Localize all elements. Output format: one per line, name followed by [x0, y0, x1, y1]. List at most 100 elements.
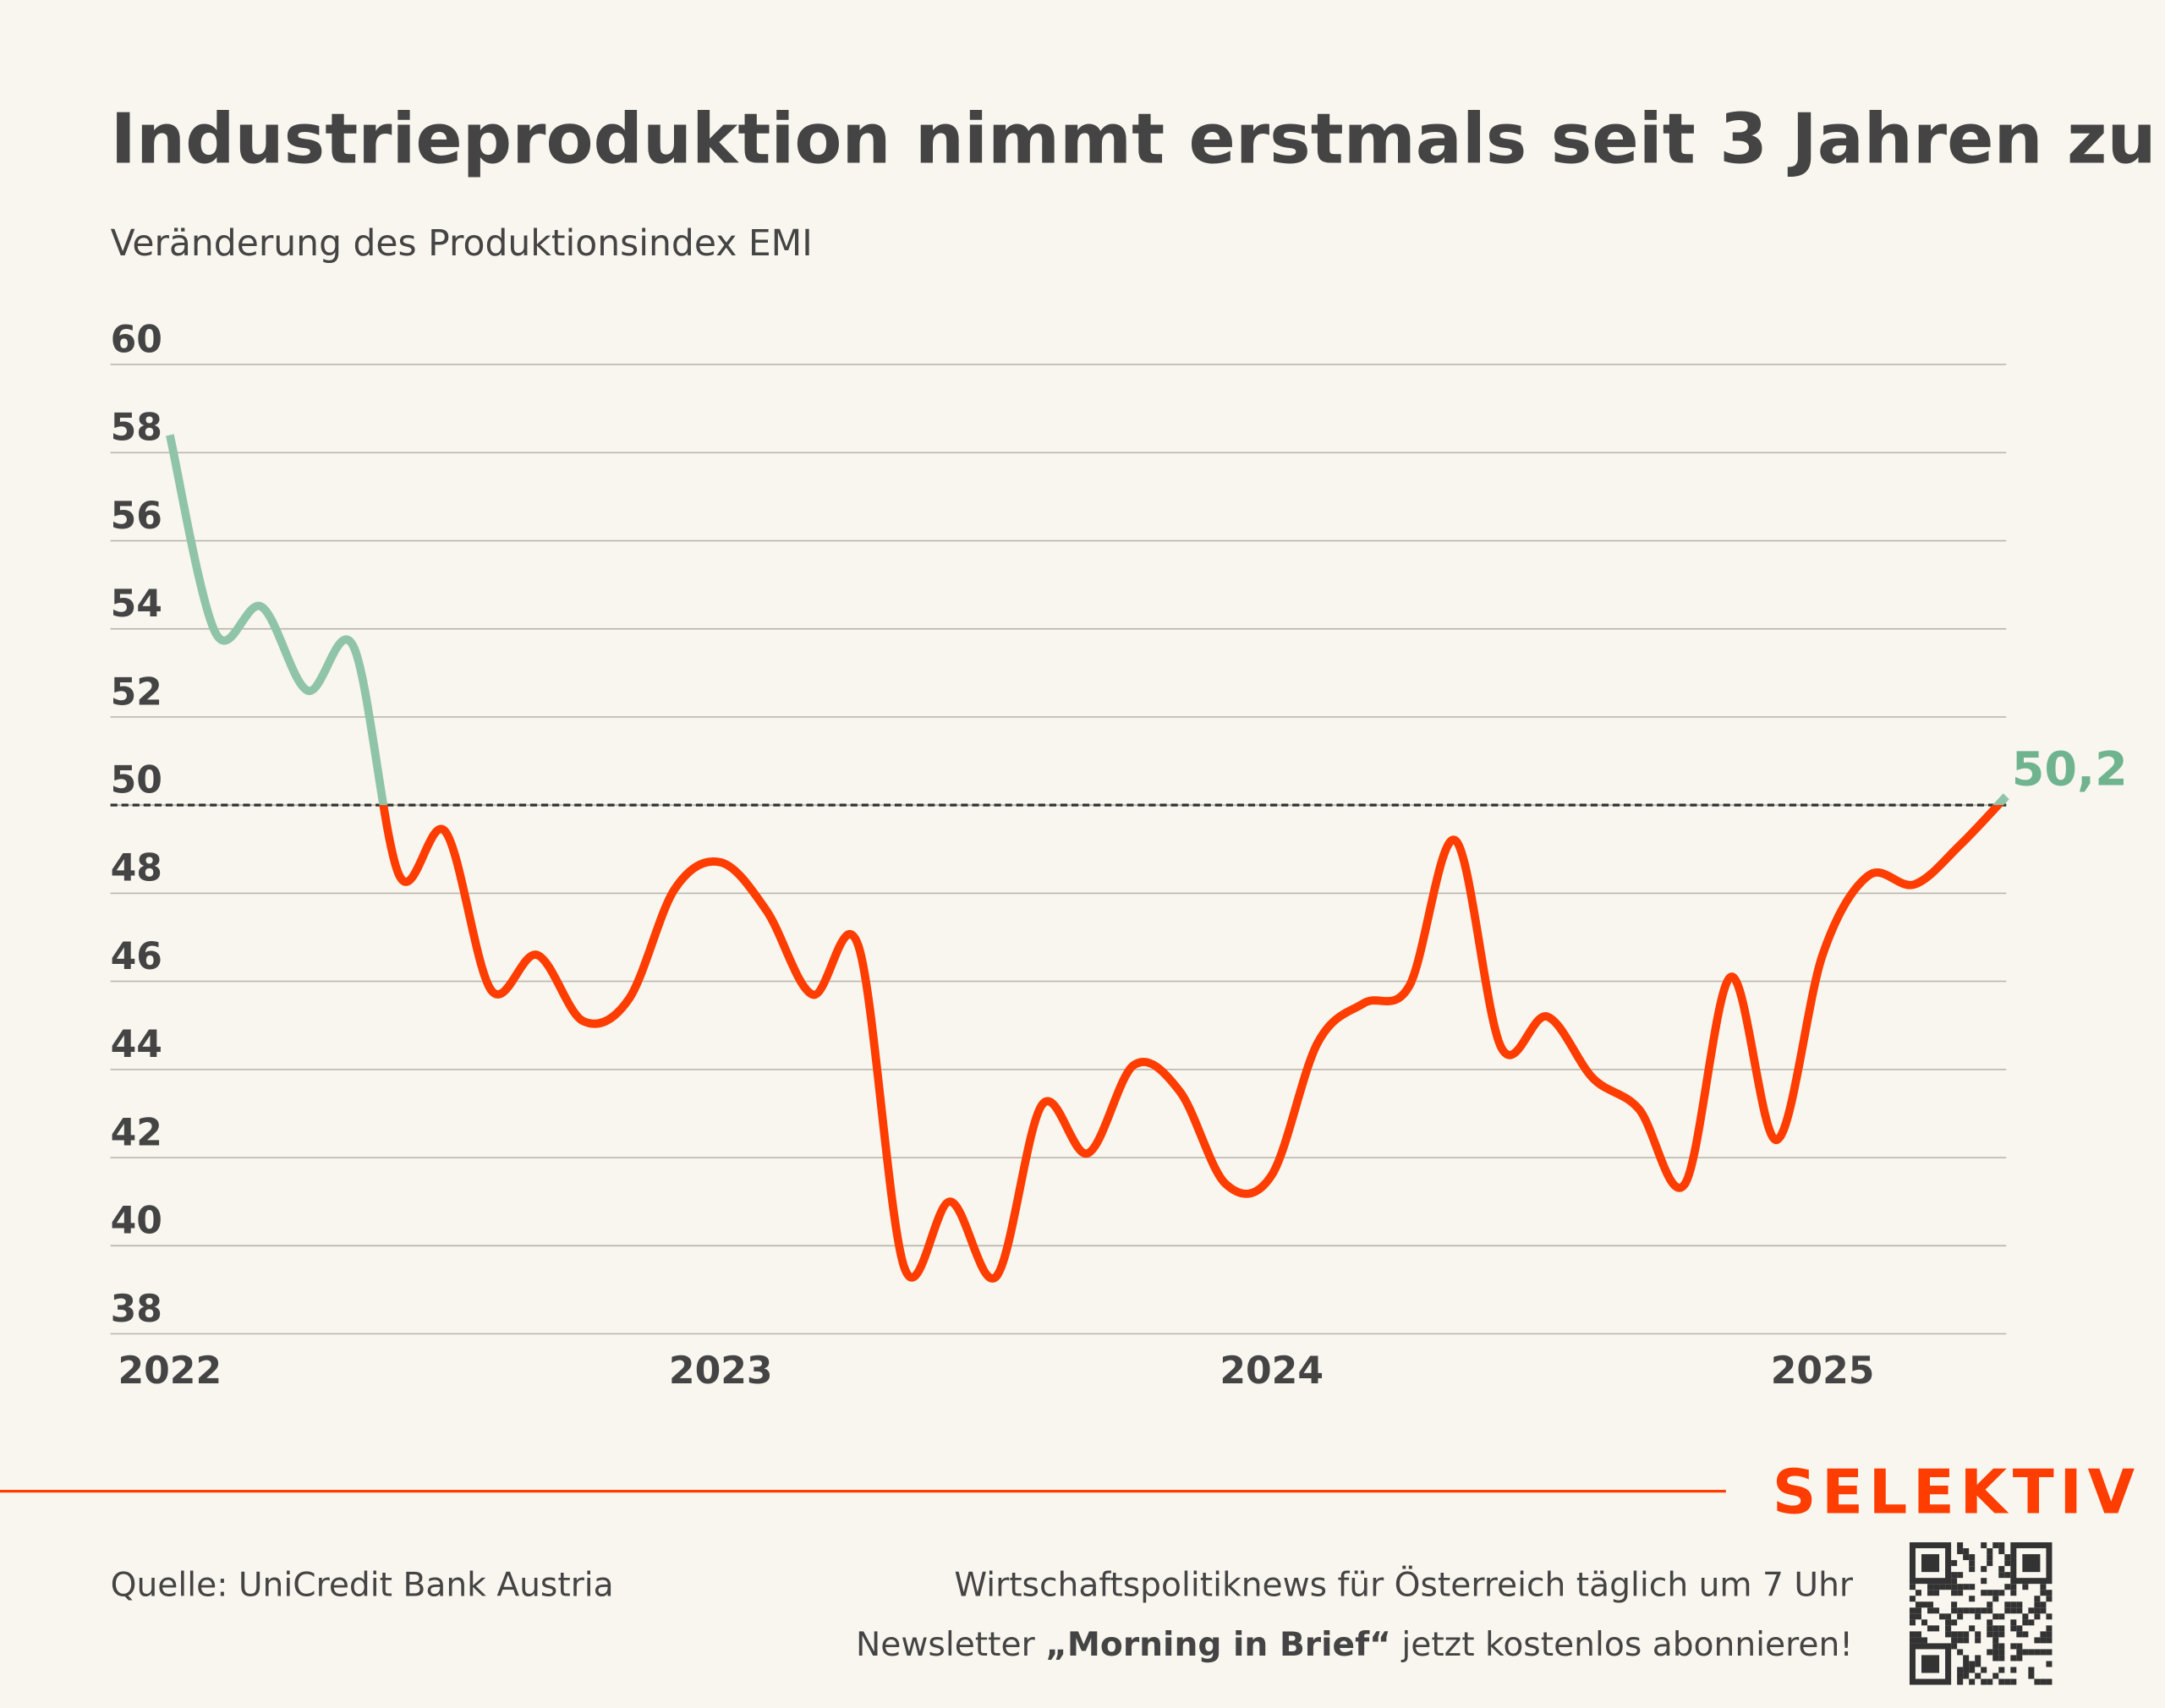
qr-cell: [1998, 1655, 2005, 1661]
qr-cell: [2004, 1560, 2011, 1567]
qr-cell: [2010, 1590, 2017, 1596]
qr-cell: [1992, 1542, 1999, 1549]
qr-cell: [1957, 1667, 1964, 1673]
qr-cell: [1975, 1637, 1981, 1644]
qr-cell: [1987, 1554, 1993, 1561]
qr-cell: [1963, 1667, 1970, 1673]
qr-cell: [1987, 1548, 1993, 1555]
promo-text: Newsletter: [856, 1626, 1045, 1664]
qr-cell: [1939, 1613, 1946, 1620]
qr-cell: [2046, 1637, 2053, 1644]
line-series: [379, 805, 2004, 1283]
qr-cell: [2010, 1655, 2017, 1661]
qr-cell: [2016, 1649, 2023, 1656]
qr-finder: [1921, 1655, 1940, 1673]
qr-cell: [1945, 1613, 1952, 1620]
qr-cell: [1975, 1661, 1981, 1667]
x-tick-label: 2024: [1220, 1349, 1324, 1393]
x-tick-label: 2025: [1771, 1349, 1875, 1393]
value-label: 50,2: [2012, 742, 2128, 797]
qr-cell: [1998, 1572, 2005, 1579]
qr-cell: [1927, 1590, 1934, 1596]
qr-cell: [2046, 1631, 2053, 1638]
qr-cell: [2022, 1613, 2029, 1620]
qr-cell: [1975, 1613, 1981, 1620]
qr-cell: [1998, 1542, 2005, 1549]
qr-cell: [2010, 1667, 2017, 1673]
qr-cell: [1981, 1590, 1987, 1596]
qr-cell: [2040, 1649, 2047, 1656]
qr-cell: [1998, 1590, 2005, 1596]
qr-cell: [1981, 1607, 1987, 1614]
qr-cell: [1987, 1607, 1993, 1614]
qr-cell: [1915, 1637, 1922, 1644]
qr-cell: [1909, 1619, 1916, 1626]
qr-cell: [2022, 1631, 2029, 1638]
qr-cell: [1998, 1548, 2005, 1555]
qr-cell: [2010, 1678, 2017, 1685]
qr-cell: [1969, 1566, 1976, 1573]
qr-cell: [2010, 1607, 2017, 1614]
qr-cell: [2004, 1584, 2011, 1590]
qr-finder: [1921, 1554, 1940, 1573]
source: Quelle: UniCredit Bank Austria: [111, 1567, 614, 1605]
qr-cell: [1951, 1590, 1958, 1596]
qr-cell: [1933, 1590, 1940, 1596]
qr-cell: [1921, 1619, 1928, 1626]
qr-cell: [2034, 1596, 2041, 1602]
qr-cell: [1987, 1678, 1993, 1685]
qr-cell: [1992, 1649, 1999, 1656]
qr-cell: [1921, 1601, 1928, 1608]
qr-cell: [2028, 1672, 2035, 1679]
qr-cell: [1915, 1601, 1922, 1608]
x-tick-label: 2022: [118, 1349, 222, 1393]
qr-finder: [2022, 1554, 2041, 1573]
y-tick-label: 56: [111, 495, 162, 538]
qr-cell: [1927, 1584, 1934, 1590]
qr-cell: [1981, 1578, 1987, 1585]
qr-cell: [2016, 1601, 2023, 1608]
y-tick-label: 52: [111, 671, 162, 714]
qr-cell: [1998, 1667, 2005, 1673]
y-tick-label: 54: [111, 583, 162, 626]
qr-cell: [1987, 1619, 1993, 1626]
qr-cell: [1975, 1672, 1981, 1679]
qr-cell: [1957, 1607, 1964, 1614]
y-tick-label: 48: [111, 847, 162, 890]
qr-cell: [1909, 1607, 1916, 1614]
y-tick-label: 50: [111, 758, 162, 802]
qr-cell: [2034, 1678, 2041, 1685]
qr-cell: [1945, 1584, 1952, 1590]
qr-cell: [1992, 1643, 1999, 1650]
qr-cell: [1951, 1560, 1958, 1567]
qr-cell: [1998, 1643, 2005, 1650]
qr-cell: [2046, 1661, 2053, 1667]
qr-cell: [1975, 1631, 1981, 1638]
y-tick-label: 38: [111, 1288, 162, 1331]
qr-cell: [1957, 1637, 1964, 1644]
qr-cell: [1963, 1554, 1970, 1561]
qr-cell: [1927, 1625, 1934, 1632]
qr-cell: [1927, 1601, 1934, 1608]
promo-line: Wirtschaftspolitiknews für Österreich tä…: [954, 1566, 1854, 1605]
qr-cell: [1915, 1631, 1922, 1638]
qr-cell: [1957, 1678, 1964, 1685]
qr-cell: [1992, 1655, 1999, 1661]
qr-cell: [2028, 1667, 2035, 1673]
qr-cell: [1998, 1566, 2005, 1573]
qr-cell: [1957, 1590, 1964, 1596]
qr-cell: [2034, 1637, 2041, 1644]
qr-cell: [1981, 1566, 1987, 1573]
qr-cell: [1963, 1548, 1970, 1555]
qr-cell: [1969, 1667, 1976, 1673]
qr-cell: [1957, 1542, 1964, 1549]
qr-cell: [1951, 1643, 1958, 1650]
qr-finder: [2010, 1542, 2053, 1585]
qr-cell: [1969, 1625, 1976, 1632]
qr-cell: [2046, 1596, 2053, 1602]
y-tick-label: 44: [111, 1023, 162, 1066]
qr-cell: [2040, 1584, 2047, 1590]
qr-cell: [1951, 1607, 1958, 1614]
qr-cell: [2040, 1637, 2047, 1644]
